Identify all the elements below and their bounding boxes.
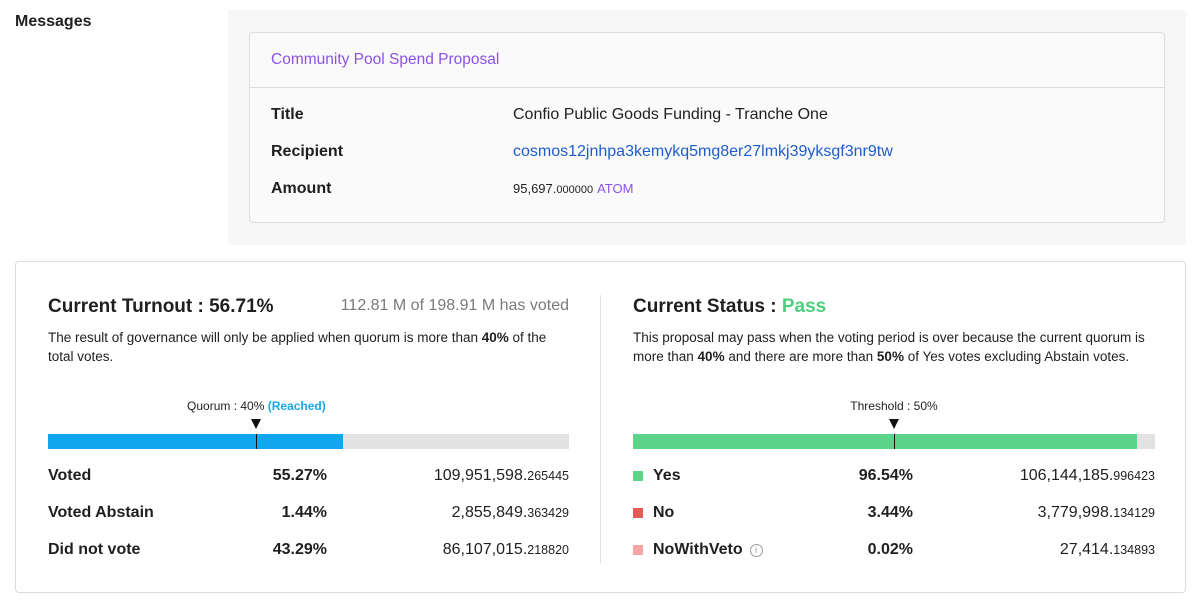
status-header: Current Status : Pass: [633, 295, 1155, 321]
message-card-header: Community Pool Spend Proposal: [250, 33, 1164, 88]
message-type: Community Pool Spend Proposal: [271, 51, 500, 68]
status-row-amount: 27,414.134893: [1060, 541, 1155, 559]
status-row: Yes 96.54% 106,144,185.996423: [633, 467, 1155, 489]
turnout-row-amount: 2,855,849.363429: [452, 504, 569, 522]
status-bar: [633, 434, 1155, 449]
turnout-row-amount-integer: 109,951,598.: [433, 467, 528, 484]
status-desc-bold-2: 50%: [876, 349, 904, 364]
quorum-label: Quorum : 40% (Reached): [187, 399, 326, 413]
turnout-row-amount-integer: 86,107,015.: [442, 541, 528, 558]
turnout-row-name: Voted: [48, 467, 91, 485]
threshold-marker-icon: [889, 419, 899, 429]
turnout-row-amount-fraction: 265445: [527, 469, 569, 483]
turnout-header: Current Turnout : 56.71% 112.81 M of 198…: [48, 295, 569, 321]
status-row-name: Yes: [633, 467, 681, 485]
status-row-amount-integer: 3,779,998.: [1037, 504, 1114, 521]
turnout-row-amount: 109,951,598.265445: [434, 467, 569, 485]
turnout-desc-text: The result of governance will only be ap…: [48, 330, 482, 345]
status-row-amount: 106,144,185.996423: [1020, 467, 1155, 485]
status-row-percent: 0.02%: [867, 541, 913, 558]
status-row-amount-fraction: 134129: [1113, 506, 1155, 520]
turnout-row-label: Voted: [48, 467, 92, 484]
turnout-row-amount: 86,107,015.218820: [443, 541, 569, 559]
turnout-row-percent: 43.29%: [272, 541, 327, 558]
turnout-bar-fill: [48, 434, 344, 449]
status-row: No 3.44% 3,779,998.134129: [633, 504, 1155, 526]
status-value: Pass: [781, 296, 827, 317]
legend-square-icon: [633, 508, 643, 518]
status-row-label: Yes: [653, 467, 681, 484]
status-row: NoWithVeto i 0.02% 27,414.134893: [633, 541, 1155, 563]
status-row-amount: 3,779,998.134129: [1038, 504, 1155, 522]
threshold-label-text: Threshold : 50%: [850, 399, 938, 413]
turnout-row: Did not vote 43.29% 86,107,015.218820: [48, 541, 569, 563]
turnout-row: Voted Abstain 1.44% 2,855,849.363429: [48, 504, 569, 526]
quorum-label-text: Quorum : 40%: [187, 399, 265, 413]
recipient-row: Recipient cosmos12jnhpa3kemykq5mg8er27lm…: [271, 142, 893, 162]
turnout-column: Current Turnout : 56.71% 112.81 M of 198…: [48, 262, 569, 592]
turnout-title: Current Turnout : 56.71%: [48, 296, 274, 317]
status-row-percent: 3.44%: [867, 504, 913, 521]
turnout-row-name: Did not vote: [48, 541, 140, 559]
amount-integer: 95,697.: [513, 181, 557, 196]
status-row-amount-fraction: 134893: [1113, 543, 1155, 557]
turnout-desc-text-end: of the total votes.: [48, 330, 547, 364]
status-row-name: No: [633, 504, 674, 522]
recipient-link[interactable]: cosmos12jnhpa3kemykq5mg8er27lmkj39yksgf3…: [513, 143, 893, 160]
title-value: Confio Public Goods Funding - Tranche On…: [513, 106, 828, 123]
amount-fraction: 000000: [556, 184, 594, 196]
turnout-row-amount-integer: 2,855,849.: [451, 504, 528, 521]
status-description: This proposal may pass when the voting p…: [633, 328, 1155, 366]
legend-square-icon: [633, 545, 643, 555]
messages-label: Messages: [15, 13, 92, 30]
amount-row: Amount 95,697.000000 ATOM: [271, 179, 633, 199]
turnout-summary: 112.81 M of 198.91 M has voted: [340, 297, 569, 314]
status-desc-text-1: This proposal may pass when the voting p…: [633, 330, 1145, 364]
turnout-row-amount-fraction: 363429: [527, 506, 569, 520]
turnout-row-label: Did not vote: [48, 541, 141, 558]
turnout-row-label: Voted Abstain: [48, 504, 154, 521]
turnout-row-name: Voted Abstain: [48, 504, 154, 522]
amount-denom: ATOM: [597, 181, 634, 196]
threshold-tick: [894, 434, 895, 449]
status-row-label: NoWithVeto: [653, 541, 743, 558]
amount-key: Amount: [271, 180, 332, 197]
info-icon[interactable]: i: [749, 543, 763, 557]
status-desc-text-2: and there are more than: [724, 349, 877, 364]
status-row-amount-integer: 27,414.: [1059, 541, 1114, 558]
turnout-row-percent: 55.27%: [272, 467, 327, 484]
turnout-row-percent: 1.44%: [281, 504, 327, 521]
status-column: Current Status : Pass This proposal may …: [633, 262, 1155, 592]
message-card: Community Pool Spend Proposal Title Conf…: [249, 32, 1165, 223]
turnout-row-amount-fraction: 218820: [527, 543, 569, 557]
column-divider: [600, 295, 601, 563]
title-row: Title Confio Public Goods Funding - Tran…: [271, 105, 828, 125]
legend-square-icon: [633, 471, 643, 481]
status-title: Current Status : Pass: [633, 296, 826, 318]
vote-panel: Current Turnout : 56.71% 112.81 M of 198…: [15, 261, 1186, 593]
threshold-label: Threshold : 50%: [850, 399, 937, 413]
quorum-status: (Reached): [267, 399, 326, 413]
status-row-label: No: [653, 504, 675, 521]
turnout-bar: [48, 434, 569, 449]
status-title-prefix: Current Status :: [633, 296, 782, 317]
turnout-desc-bold: 40%: [481, 330, 509, 345]
status-desc-bold-1: 40%: [697, 349, 725, 364]
status-row-name: NoWithVeto i: [633, 541, 763, 559]
quorum-tick: [256, 434, 258, 449]
turnout-row: Voted 55.27% 109,951,598.265445: [48, 467, 569, 489]
title-key: Title: [271, 106, 304, 123]
status-bar-fill: [633, 434, 1137, 449]
status-desc-text-3: of Yes votes excluding Abstain votes.: [903, 349, 1130, 364]
status-row-amount-integer: 106,144,185.: [1019, 467, 1114, 484]
amount-value: 95,697.000000 ATOM: [513, 180, 633, 198]
turnout-description: The result of governance will only be ap…: [48, 328, 569, 366]
messages-panel: Community Pool Spend Proposal Title Conf…: [228, 10, 1186, 245]
recipient-key: Recipient: [271, 143, 344, 160]
status-row-amount-fraction: 996423: [1113, 469, 1155, 483]
status-row-percent: 96.54%: [858, 467, 913, 484]
quorum-marker-icon: [251, 419, 262, 429]
